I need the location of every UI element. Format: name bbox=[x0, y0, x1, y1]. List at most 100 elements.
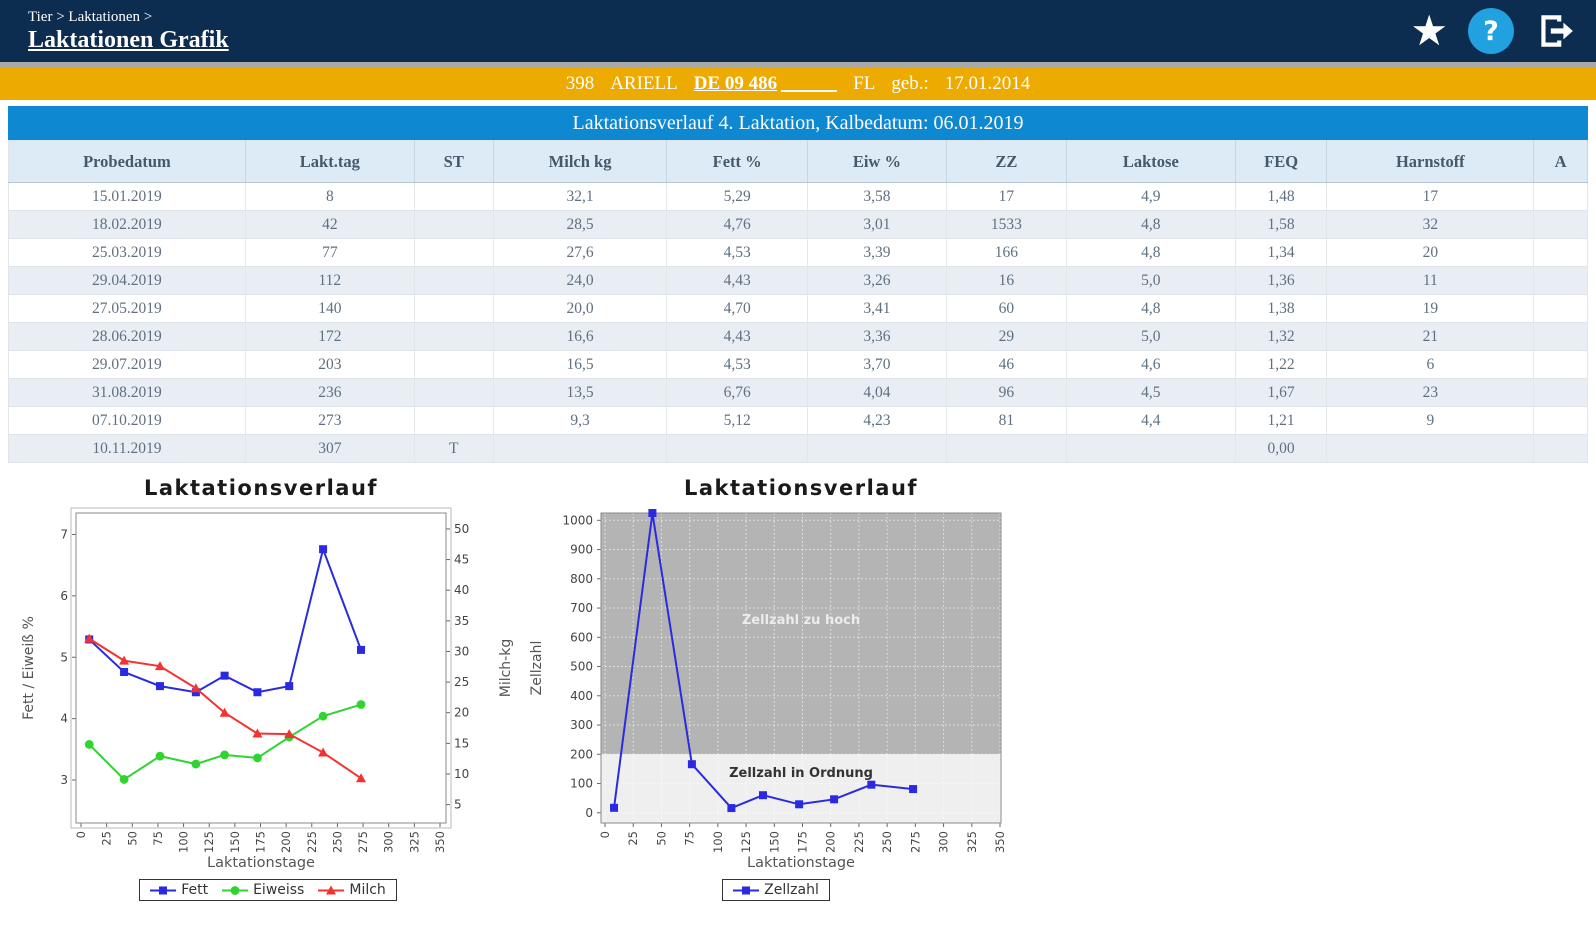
table-cell bbox=[1533, 434, 1588, 463]
svg-text:Laktationsverlauf: Laktationsverlauf bbox=[684, 476, 918, 500]
table-cell bbox=[946, 434, 1067, 463]
table-cell bbox=[1533, 182, 1588, 211]
table-cell: 20,0 bbox=[493, 294, 668, 323]
table-row: 10.11.2019 307 T 0,00 bbox=[8, 434, 1588, 463]
main-content: Laktationsverlauf 4. Laktation, Kalbedat… bbox=[8, 106, 1588, 901]
legend-item-zellzahl: Zellzahl bbox=[733, 882, 819, 898]
column-header: Milch kg bbox=[493, 140, 668, 183]
table-cell bbox=[1533, 350, 1588, 379]
chart-legend-zellzahl: Zellzahl bbox=[722, 879, 830, 901]
table-cell: 6,76 bbox=[666, 378, 808, 407]
svg-text:300: 300 bbox=[570, 718, 593, 732]
table-cell: 112 bbox=[245, 266, 415, 295]
breadcrumb[interactable]: Tier > Laktationen > bbox=[28, 9, 153, 25]
logout-icon[interactable] bbox=[1534, 10, 1576, 52]
table-cell bbox=[1533, 322, 1588, 351]
legend-marker-icon bbox=[222, 885, 249, 895]
table-cell: 4,4 bbox=[1066, 406, 1236, 435]
table-cell: 4,8 bbox=[1066, 210, 1236, 239]
svg-text:125: 125 bbox=[739, 831, 753, 853]
table-cell: 25.03.2019 bbox=[8, 238, 246, 267]
table-cell: T bbox=[414, 434, 494, 463]
table-cell: 273 bbox=[245, 406, 415, 435]
table-cell: 4,76 bbox=[666, 210, 808, 239]
svg-text:Laktationstage: Laktationstage bbox=[747, 855, 855, 871]
svg-text:25: 25 bbox=[626, 831, 640, 846]
svg-text:50: 50 bbox=[125, 831, 139, 846]
animal-id-underline-extension bbox=[781, 77, 838, 92]
svg-text:45: 45 bbox=[454, 553, 469, 567]
table-cell: 19 bbox=[1326, 294, 1535, 323]
table-cell: 1,58 bbox=[1235, 210, 1328, 239]
svg-text:175: 175 bbox=[796, 831, 810, 853]
legend-label: Milch bbox=[349, 882, 386, 898]
table-cell: 1,22 bbox=[1235, 350, 1328, 379]
table-cell: 17 bbox=[1326, 182, 1535, 211]
svg-text:75: 75 bbox=[151, 831, 165, 846]
table-cell: 5,29 bbox=[666, 182, 808, 211]
svg-text:40: 40 bbox=[454, 583, 469, 597]
help-icon[interactable]: ? bbox=[1468, 8, 1514, 54]
table-cell: 81 bbox=[946, 406, 1067, 435]
svg-text:Zellzahl zu hoch: Zellzahl zu hoch bbox=[742, 613, 860, 628]
table-cell: 31.08.2019 bbox=[8, 378, 246, 407]
table-cell: 10.11.2019 bbox=[8, 434, 246, 463]
svg-text:225: 225 bbox=[305, 831, 319, 853]
table-row: 28.06.2019 172 16,6 4,43 3,36 29 5,0 1,32 21 bbox=[8, 322, 1588, 351]
table-cell: 236 bbox=[245, 378, 415, 407]
star-icon[interactable]: ★ bbox=[1410, 6, 1448, 55]
chart-zellzahl: Laktationsverlauf Zellzahl zu hoch Zellzah… bbox=[526, 473, 1026, 901]
table-cell: 27,6 bbox=[493, 238, 668, 267]
table-cell: 13,5 bbox=[493, 378, 668, 407]
svg-text:Milch-kg: Milch-kg bbox=[498, 639, 514, 697]
legend-marker-icon bbox=[318, 885, 345, 894]
svg-text:5: 5 bbox=[454, 798, 462, 812]
table-row: 18.02.2019 42 28,5 4,76 3,01 1533 4,8 1,58 32 bbox=[8, 210, 1588, 239]
table-cell: 8 bbox=[245, 182, 415, 211]
table-cell: 16,5 bbox=[493, 350, 668, 379]
legend-marker-icon bbox=[733, 886, 760, 894]
svg-text:325: 325 bbox=[965, 831, 979, 853]
animal-id-link[interactable]: DE 09 486 bbox=[693, 73, 778, 94]
svg-text:250: 250 bbox=[330, 831, 344, 853]
table-cell: 166 bbox=[946, 238, 1067, 267]
svg-text:10: 10 bbox=[454, 767, 469, 781]
svg-text:275: 275 bbox=[908, 831, 922, 853]
table-cell: 4,53 bbox=[666, 238, 808, 267]
table-cell bbox=[493, 434, 668, 463]
table-cell: 4,53 bbox=[666, 350, 808, 379]
svg-text:15: 15 bbox=[454, 736, 469, 750]
table-cell bbox=[414, 238, 494, 267]
svg-text:200: 200 bbox=[570, 747, 593, 761]
table-cell: 96 bbox=[946, 378, 1067, 407]
table-cell: 3,58 bbox=[807, 182, 947, 211]
birthdate: 17.01.2014 bbox=[944, 73, 1031, 94]
svg-text:125: 125 bbox=[202, 831, 216, 853]
table-cell: 4,8 bbox=[1066, 238, 1236, 267]
page-title[interactable]: Laktationen Grafik bbox=[28, 27, 229, 53]
table-cell: 9,3 bbox=[493, 406, 668, 435]
table-cell bbox=[1066, 434, 1236, 463]
svg-text:400: 400 bbox=[570, 689, 593, 703]
table-row: 27.05.2019 140 20,0 4,70 3,41 60 4,8 1,38 19 bbox=[8, 294, 1588, 323]
table-cell: 3,39 bbox=[807, 238, 947, 267]
svg-text:0: 0 bbox=[598, 831, 612, 838]
table-cell: 15.01.2019 bbox=[8, 182, 246, 211]
svg-text:6: 6 bbox=[60, 589, 68, 603]
legend-item-eiweiss: Eiweiss bbox=[222, 882, 304, 898]
table-cell: 16 bbox=[946, 266, 1067, 295]
svg-text:350: 350 bbox=[993, 831, 1007, 853]
table-cell: 1,36 bbox=[1235, 266, 1328, 295]
legend-label: Zellzahl bbox=[764, 882, 819, 898]
svg-text:200: 200 bbox=[279, 831, 293, 853]
svg-text:0: 0 bbox=[585, 806, 593, 820]
table-cell: 24,0 bbox=[493, 266, 668, 295]
table-cell: 140 bbox=[245, 294, 415, 323]
table-cell: 11 bbox=[1326, 266, 1535, 295]
svg-text:Laktationstage: Laktationstage bbox=[207, 855, 315, 871]
svg-text:20: 20 bbox=[454, 706, 469, 720]
lactation-table: Probedatum Lakt.tag ST Milch kg Fett % Eiw % Z… bbox=[8, 140, 1588, 463]
column-header: Lakt.tag bbox=[245, 140, 415, 183]
table-cell: 32 bbox=[1326, 210, 1535, 239]
